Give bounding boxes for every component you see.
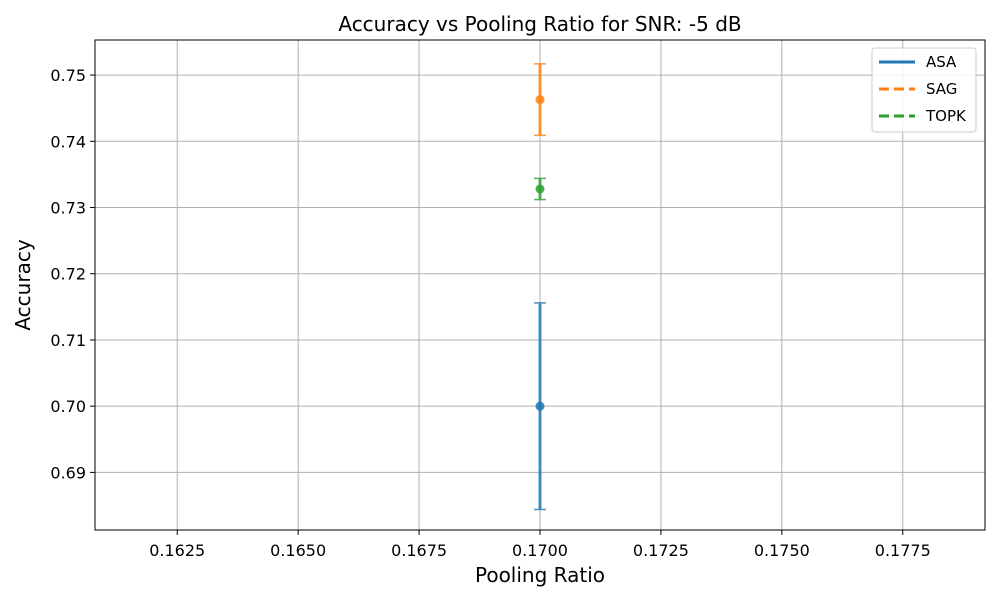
data-point-topk [535,184,545,194]
x-tick-label: 0.1625 [149,541,205,560]
y-tick-label: 0.72 [50,265,86,284]
legend-label-asa: ASA [926,53,957,71]
x-tick-label: 0.1700 [512,541,568,560]
x-tick-label: 0.1750 [754,541,810,560]
y-tick-label: 0.75 [50,66,86,85]
legend-label-sag: SAG [926,80,957,98]
y-tick-label: 0.73 [50,199,86,218]
y-tick-label: 0.69 [50,463,86,482]
x-tick-label: 0.1725 [633,541,689,560]
x-ticks: 0.1625 0.1650 0.1675 0.1700 0.1725 0.1750 0.17… [149,530,931,560]
legend-box [871,47,977,133]
chart-title: Accuracy vs Pooling Ratio for SNR: -5 dB [338,12,741,36]
data-point-asa [535,401,545,411]
y-tick-label: 0.70 [50,397,86,416]
data-point-sag [535,95,545,105]
x-axis-label: Pooling Ratio [475,563,605,587]
legend-label-topk: TOPK [925,107,967,125]
y-ticks: 0.69 0.70 0.71 0.72 0.73 0.74 0.75 [50,66,95,482]
x-tick-label: 0.1675 [391,541,447,560]
y-tick-label: 0.74 [50,132,86,151]
legend: ASA SAG TOPK [871,47,977,133]
y-axis-label: Accuracy [11,239,35,330]
x-tick-label: 0.1650 [270,541,326,560]
x-tick-label: 0.1775 [875,541,931,560]
data-points [535,95,545,411]
y-tick-label: 0.71 [50,331,86,350]
